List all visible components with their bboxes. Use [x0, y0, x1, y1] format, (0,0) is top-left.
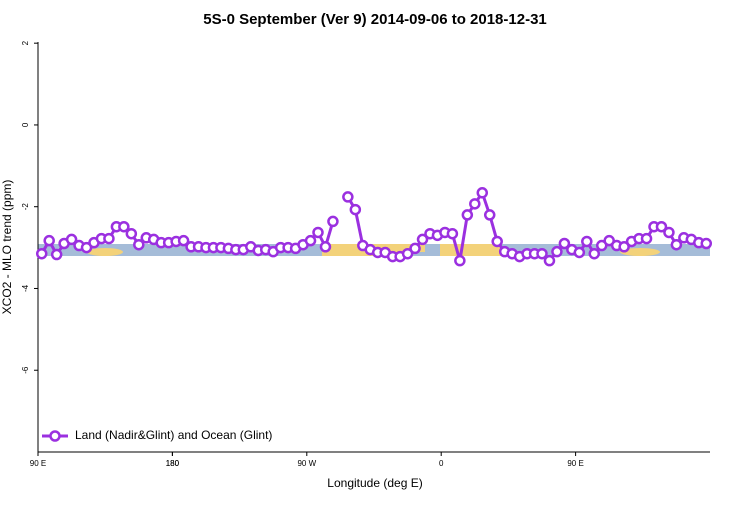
data-point — [700, 237, 713, 250]
data-point — [304, 234, 317, 247]
data-point — [640, 232, 653, 245]
data-point — [342, 191, 354, 203]
y-axis-title: XCO2 - MLO trend (ppm) — [0, 180, 14, 315]
data-point — [655, 220, 668, 233]
data-point — [454, 254, 466, 267]
data-point — [125, 227, 138, 240]
legend-label: Land (Nadir&Glint) and Ocean (Glint) — [75, 428, 272, 442]
y-tick-label: -4 — [21, 284, 30, 292]
data-point — [551, 245, 563, 258]
y-tick-label: 0 — [21, 122, 30, 127]
y-tick-label: 2 — [21, 40, 30, 45]
data-point — [327, 215, 339, 228]
data-point — [35, 247, 48, 260]
legend-marker — [49, 430, 61, 442]
x-tick-label: 90 E — [30, 459, 46, 468]
data-point — [476, 187, 489, 199]
data-point — [416, 233, 429, 246]
data-point — [618, 241, 630, 253]
data-point — [543, 254, 556, 267]
data-point — [573, 246, 586, 259]
data-point — [588, 247, 601, 260]
data-point — [461, 209, 474, 221]
data-point — [536, 247, 548, 260]
data-point — [491, 235, 503, 248]
x-tick-label: 90 W — [297, 459, 316, 468]
data-point — [409, 242, 421, 255]
data-point — [446, 227, 459, 240]
y-tick-label: -6 — [21, 366, 30, 374]
y-tick-label: -2 — [21, 203, 30, 211]
legend: Land (Nadir&Glint) and Ocean (Glint) — [42, 428, 272, 442]
data-point — [319, 241, 332, 253]
data-point — [469, 198, 481, 210]
data-point — [581, 235, 593, 248]
x-tick-label: 180 — [166, 459, 180, 468]
data-point — [103, 232, 115, 245]
data-point — [43, 234, 55, 247]
data-point — [349, 203, 362, 216]
data-point — [558, 237, 571, 250]
data-point — [65, 233, 78, 246]
x-axis-title: Longitude (deg E) — [327, 476, 422, 490]
chart-title: 5S-0 September (Ver 9) 2014-09-06 to 201… — [203, 11, 547, 28]
data-point — [663, 226, 675, 239]
data-point — [670, 238, 683, 251]
data-point — [483, 209, 496, 221]
data-point — [177, 234, 190, 247]
data-point — [401, 247, 414, 260]
data-point — [133, 238, 145, 251]
data-point — [312, 226, 324, 239]
data-point — [118, 220, 130, 233]
x-tick-label: 90 E — [567, 459, 583, 468]
x-tick-label: 0 — [439, 459, 444, 468]
data-point — [50, 248, 63, 261]
x-tick-label: 180 — [166, 459, 180, 468]
